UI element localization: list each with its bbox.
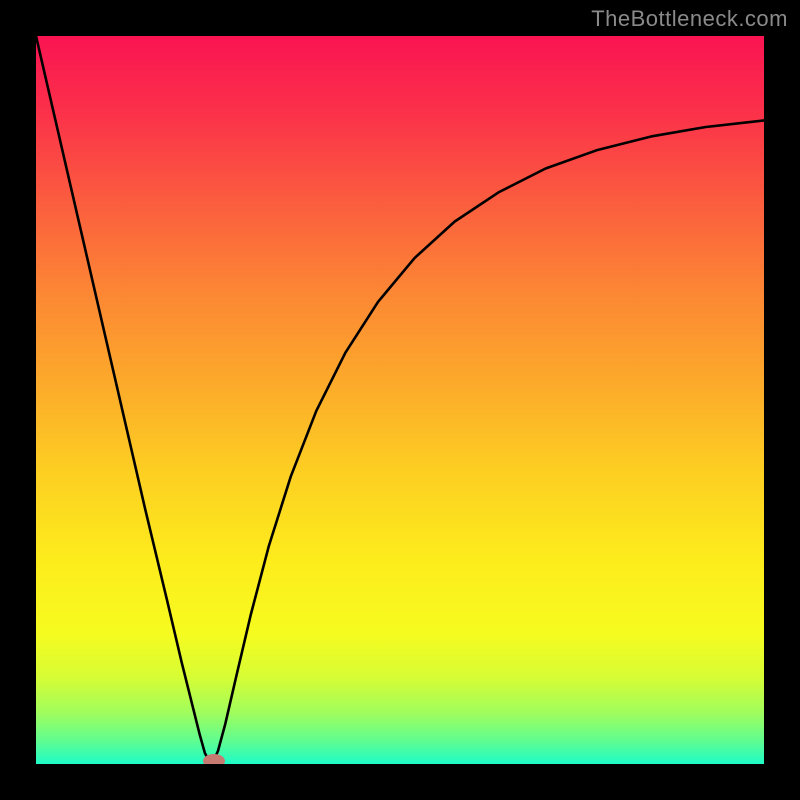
- optimal-point-marker: [203, 754, 225, 764]
- bottleneck-curve: [36, 36, 764, 764]
- watermark-text: TheBottleneck.com: [591, 6, 788, 32]
- plot-area: [36, 36, 764, 764]
- curve-right-branch: [212, 120, 764, 764]
- curve-left-branch: [36, 36, 212, 764]
- chart-container: TheBottleneck.com: [0, 0, 800, 800]
